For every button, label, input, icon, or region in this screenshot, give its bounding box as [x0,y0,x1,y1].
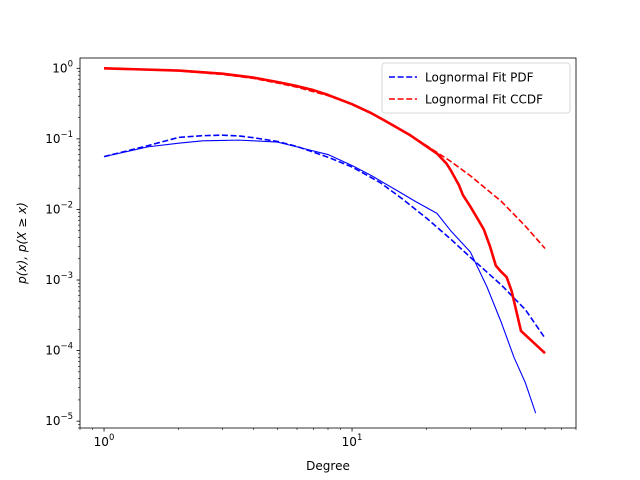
y-tick-label: 10−5 [45,412,73,428]
y-tick-label: 100 [52,59,73,75]
x-tick-label-base: 10 [342,435,357,449]
legend: Lognormal Fit PDF Lognormal Fit CCDF [381,62,571,114]
legend-label: Lognormal Fit PDF [425,71,534,85]
y-tick-label-exponent: −2 [60,200,73,210]
x-tick-label-exponent: 0 [109,433,114,443]
y-tick-label: 10−1 [45,130,73,146]
y-tick-label-exponent: −1 [60,130,73,140]
x-tick-label-exponent: 1 [357,433,362,443]
series-line-2 [103,67,546,355]
plot-area [103,67,546,414]
x-tick-label: 101 [342,433,363,449]
y-tick-label-base: 10 [45,414,60,428]
x-tick-label-base: 10 [94,435,109,449]
y-tick-label: 10−3 [45,271,73,287]
y-tick-label-exponent: −4 [60,342,73,352]
y-tick-label-base: 10 [45,273,60,287]
y-tick-label-exponent: 0 [68,59,73,69]
legend-box [381,62,571,114]
y-tick-label-base: 10 [52,61,67,75]
series-line-3 [103,139,537,414]
y-tick-label: 10−4 [45,342,73,358]
x-axis-label: Degree [306,459,350,473]
x-tick-label: 100 [94,433,115,449]
y-tick-label-base: 10 [45,132,60,146]
y-tick-label-exponent: −5 [60,412,73,422]
y-tick-label-base: 10 [45,344,60,358]
y-tick-label: 10−2 [45,200,73,216]
y-tick-label-exponent: −3 [60,271,73,281]
series-line-0 [103,134,546,339]
y-axis-label: p(x), p(X ≥ x) [15,202,29,285]
legend-label: Lognormal Fit CCDF [425,93,543,107]
y-tick-label-base: 10 [45,202,60,216]
